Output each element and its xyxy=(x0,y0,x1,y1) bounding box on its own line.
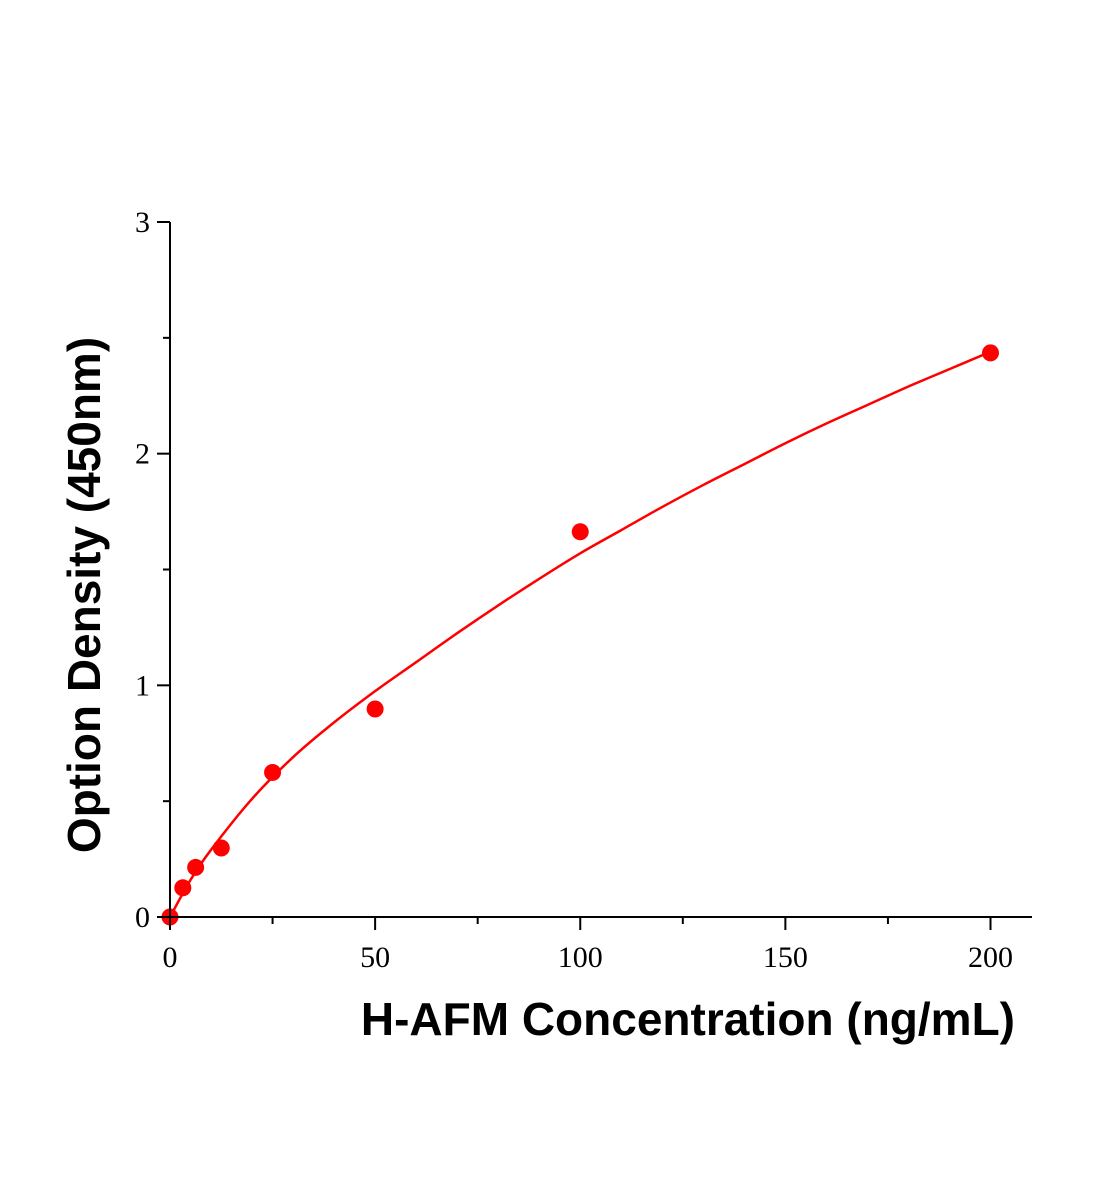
x-tick-label: 150 xyxy=(763,941,808,974)
y-tick-label: 3 xyxy=(135,206,150,239)
data-point xyxy=(982,344,999,362)
x-tick-label: 200 xyxy=(968,941,1013,974)
y-axis-title: Option Density (450nm) xyxy=(58,337,110,853)
data-point xyxy=(264,763,282,781)
x-tick-label: 50 xyxy=(360,941,390,974)
fit-curve-layer xyxy=(168,350,991,918)
ticks-layer: 0 50 100 150 200 0 1 2 3 xyxy=(135,206,1013,974)
x-tick-label: 0 xyxy=(163,941,178,974)
data-point xyxy=(187,858,205,876)
data-point xyxy=(366,700,384,718)
axes-layer xyxy=(169,222,1032,918)
data-points-layer xyxy=(161,344,999,926)
y-tick-label: 1 xyxy=(135,669,150,702)
data-point xyxy=(174,879,192,897)
data-point xyxy=(212,839,230,857)
x-tick-label: 100 xyxy=(558,941,603,974)
data-point xyxy=(571,523,589,541)
fit-curve xyxy=(168,350,991,918)
x-axis-title: H-AFM Concentration (ng/mL) xyxy=(361,993,1015,1045)
y-tick-label: 2 xyxy=(135,438,150,471)
y-tick-label: 0 xyxy=(135,901,150,934)
